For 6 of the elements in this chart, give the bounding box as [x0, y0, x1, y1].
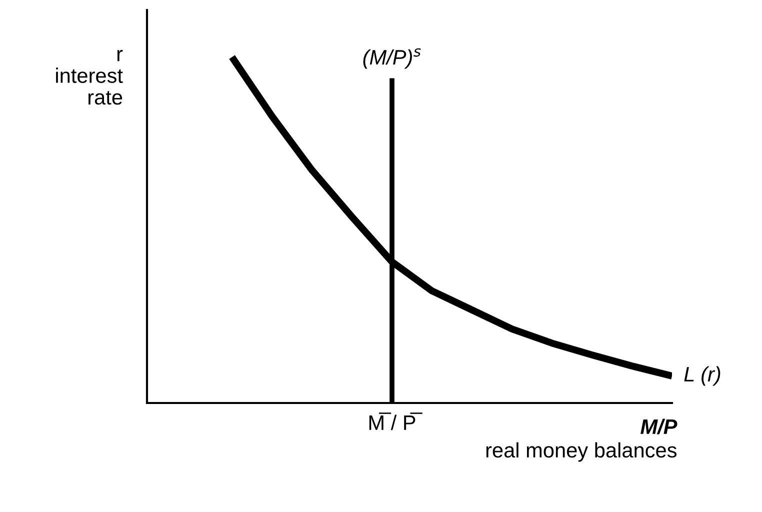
- x-axis-title: M/P: [640, 418, 678, 434]
- series-label: L (r): [684, 366, 720, 386]
- y-axis-title: r interest rate: [56, 50, 123, 105]
- text: M̅ / P̅: [369, 412, 422, 430]
- text: real money balances: [486, 442, 677, 462]
- annotation: (M/P)$^{s}$: [363, 48, 421, 69]
